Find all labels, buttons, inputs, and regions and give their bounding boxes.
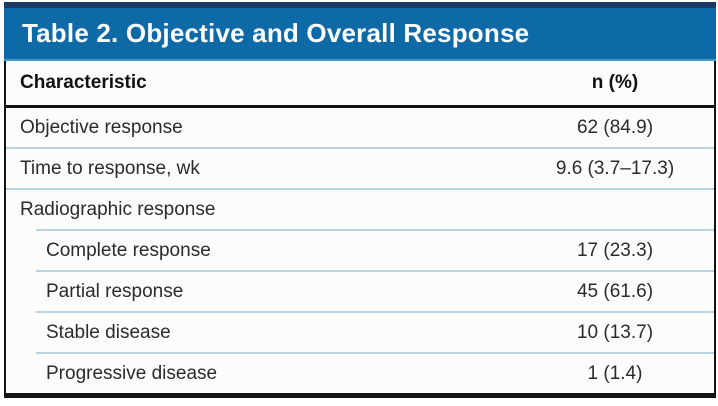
row-label: Partial response: [46, 280, 184, 302]
table-title: Table 2. Objective and Overall Response: [22, 18, 530, 48]
row-label: Radiographic response: [20, 198, 216, 220]
table-row-time-to-response: Time to response, wk 9.6 (3.7–17.3): [6, 149, 714, 188]
row-divider-indented: [36, 270, 714, 272]
row-divider: [6, 188, 714, 190]
row-value: 10 (13.7): [576, 321, 654, 343]
row-label: Stable disease: [46, 321, 171, 343]
row-label: Objective response: [20, 116, 183, 138]
row-value: 1 (1.4): [587, 362, 643, 384]
table-card: Table 2. Objective and Overall Response …: [4, 2, 716, 398]
row-label: Time to response, wk: [20, 157, 200, 179]
table-row-progressive-disease: Progressive disease 1 (1.4): [6, 354, 714, 393]
row-divider-indented: [36, 352, 714, 354]
row-divider: [6, 147, 714, 149]
table-header-row: Characteristic n (%): [6, 61, 714, 108]
table-row-complete-response: Complete response 17 (23.3): [6, 231, 714, 270]
row-divider-indented: [36, 229, 714, 231]
table-row-stable-disease: Stable disease 10 (13.7): [6, 313, 714, 352]
column-header-characteristic: Characteristic: [20, 72, 147, 93]
row-divider-indented: [36, 311, 714, 313]
table-row-partial-response: Partial response 45 (61.6): [6, 272, 714, 311]
row-value: 9.6 (3.7–17.3): [555, 157, 675, 179]
row-value: 45 (61.6): [576, 280, 654, 302]
row-label: Complete response: [46, 239, 211, 261]
table-row-objective-response: Objective response 62 (84.9): [6, 108, 714, 147]
table-body: Characteristic n (%) Objective response …: [4, 61, 716, 398]
table-row-radiographic-response: Radiographic response: [6, 190, 714, 229]
table-title-bar: Table 2. Objective and Overall Response: [4, 2, 716, 61]
row-label: Progressive disease: [46, 362, 218, 384]
column-header-n-pct: n (%): [591, 72, 639, 93]
row-value: 62 (84.9): [576, 116, 654, 138]
row-value: 17 (23.3): [576, 239, 654, 261]
